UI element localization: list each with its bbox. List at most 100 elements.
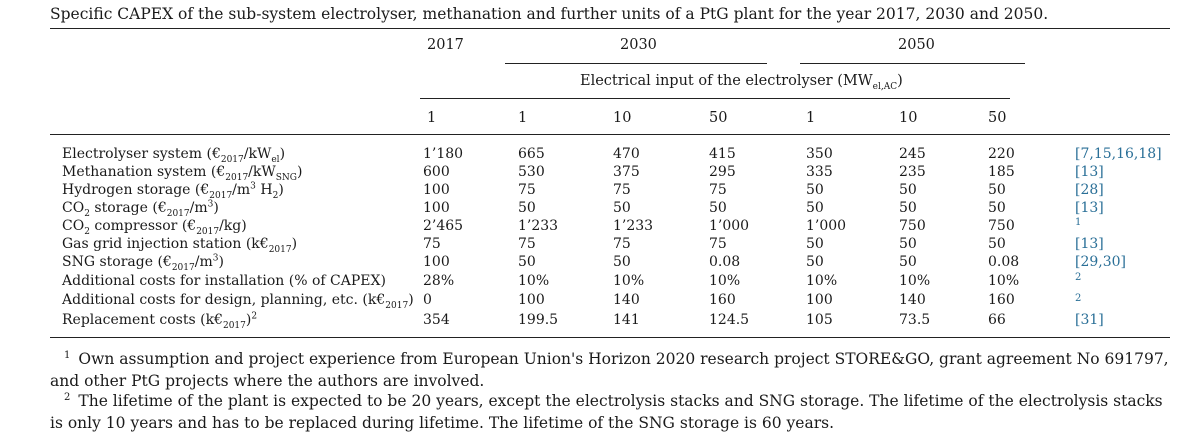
- table-cell: 0: [423, 292, 432, 308]
- row-label-design-planning: Additional costs for design, planning, e…: [62, 292, 414, 311]
- footnote-1: 1 Own assumption and project experience f…: [50, 348, 1170, 392]
- table-cell: 50: [899, 200, 917, 216]
- table-cell: 10%: [988, 273, 1020, 289]
- footnote-text: Own assumption and project experience fr…: [50, 350, 1169, 390]
- table-cell: 124.5: [709, 312, 750, 328]
- table-cell: 470: [613, 146, 640, 162]
- table-cell: 75: [518, 236, 536, 252]
- table-cell: 1’233: [518, 218, 559, 234]
- table-cell: 50: [988, 236, 1006, 252]
- footnote-ref[interactable]: 1: [1075, 217, 1082, 228]
- reference-link[interactable]: [7,15,16,18]: [1075, 146, 1162, 162]
- table-cell: 100: [518, 292, 545, 308]
- table-cell: 100: [423, 182, 450, 198]
- row-label-hydrogen-storage: Hydrogen storage (€2017/m3 H2): [62, 181, 284, 201]
- table-cell: 199.5: [518, 312, 559, 328]
- row-label-methanation: Methanation system (€2017/kWSNG): [62, 164, 303, 183]
- reference-link[interactable]: [29,30]: [1075, 254, 1127, 270]
- row-label-electrolyser: Electrolyser system (€2017/kWel): [62, 146, 286, 165]
- table-cell: 665: [518, 146, 545, 162]
- table-cell: 600: [423, 164, 450, 180]
- table-cell: 50: [899, 182, 917, 198]
- table-cell: 75: [423, 236, 441, 252]
- table-cell: 160: [709, 292, 736, 308]
- table-cell: 75: [709, 182, 727, 198]
- table-cell: 10%: [518, 273, 550, 289]
- table-cell: 0.08: [709, 254, 741, 270]
- table-cell: 28%: [423, 273, 455, 289]
- table-cell: 50: [806, 182, 824, 198]
- table-cell: 50: [988, 200, 1006, 216]
- top-rule: [50, 28, 1170, 29]
- size-header: 50: [709, 110, 728, 126]
- table-cell: 10%: [899, 273, 931, 289]
- rule-electrical-input-span: [420, 98, 1010, 99]
- table-cell: 295: [709, 164, 736, 180]
- table-cell: 50: [899, 236, 917, 252]
- row-label-co2-storage: CO2 storage (€2017/m3): [62, 199, 219, 219]
- footnote-mark: 1: [64, 349, 71, 361]
- table-cell: 1’233: [613, 218, 654, 234]
- table-cell: 50: [806, 200, 824, 216]
- table-cell: 160: [988, 292, 1015, 308]
- table-cell: 750: [988, 218, 1015, 234]
- table-cell: 1’000: [709, 218, 750, 234]
- table-cell: 354: [423, 312, 450, 328]
- table-cell: 75: [709, 236, 727, 252]
- table-cell: 350: [806, 146, 833, 162]
- table-cell: 185: [988, 164, 1015, 180]
- row-label-replacement-costs: Replacement costs (k€2017)2: [62, 311, 258, 331]
- table-cell: 105: [806, 312, 833, 328]
- table-cell: 50: [613, 200, 631, 216]
- footnote-ref[interactable]: 2: [1075, 293, 1082, 304]
- table-cell: 75: [518, 182, 536, 198]
- table-cell: 0.08: [988, 254, 1020, 270]
- size-header: 1: [427, 110, 437, 126]
- table-cell: 220: [988, 146, 1015, 162]
- table-cell: 100: [806, 292, 833, 308]
- table-cell: 50: [806, 236, 824, 252]
- size-header: 1: [806, 110, 816, 126]
- year-header-2017: 2017: [427, 37, 464, 53]
- header-bottom-rule: [50, 134, 1170, 135]
- table-cell: 235: [899, 164, 926, 180]
- table-cell: 750: [899, 218, 926, 234]
- table-cell: 415: [709, 146, 736, 162]
- row-label-installation-costs: Additional costs for installation (% of …: [62, 273, 386, 289]
- table-cell: 10%: [709, 273, 741, 289]
- footnote-2: 2 The lifetime of the plant is expected t…: [50, 390, 1170, 434]
- footnote-ref[interactable]: 2: [1075, 272, 1082, 283]
- table-cell: 50: [988, 182, 1006, 198]
- table-cell: 73.5: [899, 312, 931, 328]
- row-label-sng-storage: SNG storage (€2017/m3): [62, 253, 224, 273]
- table-cell: 2’465: [423, 218, 464, 234]
- reference-link[interactable]: [28]: [1075, 182, 1104, 198]
- rule-2050-span: [800, 63, 1025, 64]
- table-cell: 66: [988, 312, 1006, 328]
- rule-2030-span: [505, 63, 767, 64]
- year-header-2030: 2030: [620, 37, 657, 53]
- table-cell: 100: [423, 200, 450, 216]
- table-cell: 50: [899, 254, 917, 270]
- row-label-gas-grid-injection: Gas grid injection station (k€2017): [62, 236, 298, 255]
- footnote-mark: 2: [64, 391, 71, 403]
- reference-link[interactable]: [13]: [1075, 164, 1104, 180]
- reference-link[interactable]: [13]: [1075, 236, 1104, 252]
- reference-link[interactable]: [13]: [1075, 200, 1104, 216]
- table-cell: 50: [518, 254, 536, 270]
- table-cell: 1’000: [806, 218, 847, 234]
- table-cell: 75: [613, 236, 631, 252]
- table-cell: 50: [613, 254, 631, 270]
- table-cell: 100: [423, 254, 450, 270]
- size-header: 10: [899, 110, 918, 126]
- table-cell: 50: [518, 200, 536, 216]
- table-cell: 50: [806, 254, 824, 270]
- table-cell: 75: [613, 182, 631, 198]
- size-header: 10: [613, 110, 632, 126]
- size-header: 1: [518, 110, 528, 126]
- table-cell: 50: [709, 200, 727, 216]
- footnote-text: The lifetime of the plant is expected to…: [50, 392, 1163, 432]
- table-bottom-rule: [50, 337, 1170, 338]
- reference-link[interactable]: [31]: [1075, 312, 1104, 328]
- table-cell: 245: [899, 146, 926, 162]
